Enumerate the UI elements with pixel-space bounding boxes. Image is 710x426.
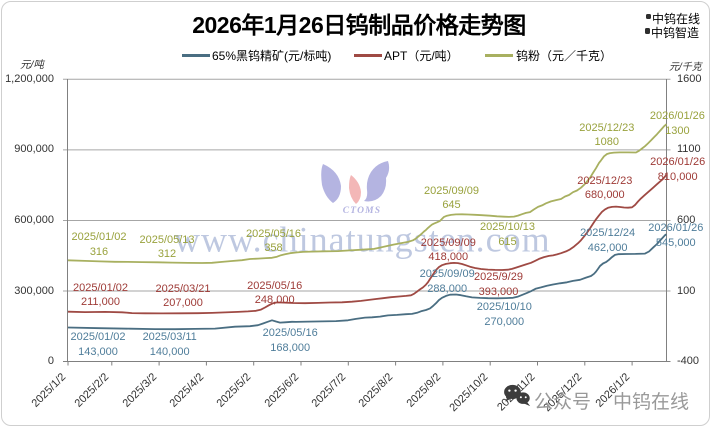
svg-text:www.chinatungsten.com: www.chinatungsten.com	[174, 220, 551, 260]
svg-text:CTOMS: CTOMS	[343, 206, 382, 216]
